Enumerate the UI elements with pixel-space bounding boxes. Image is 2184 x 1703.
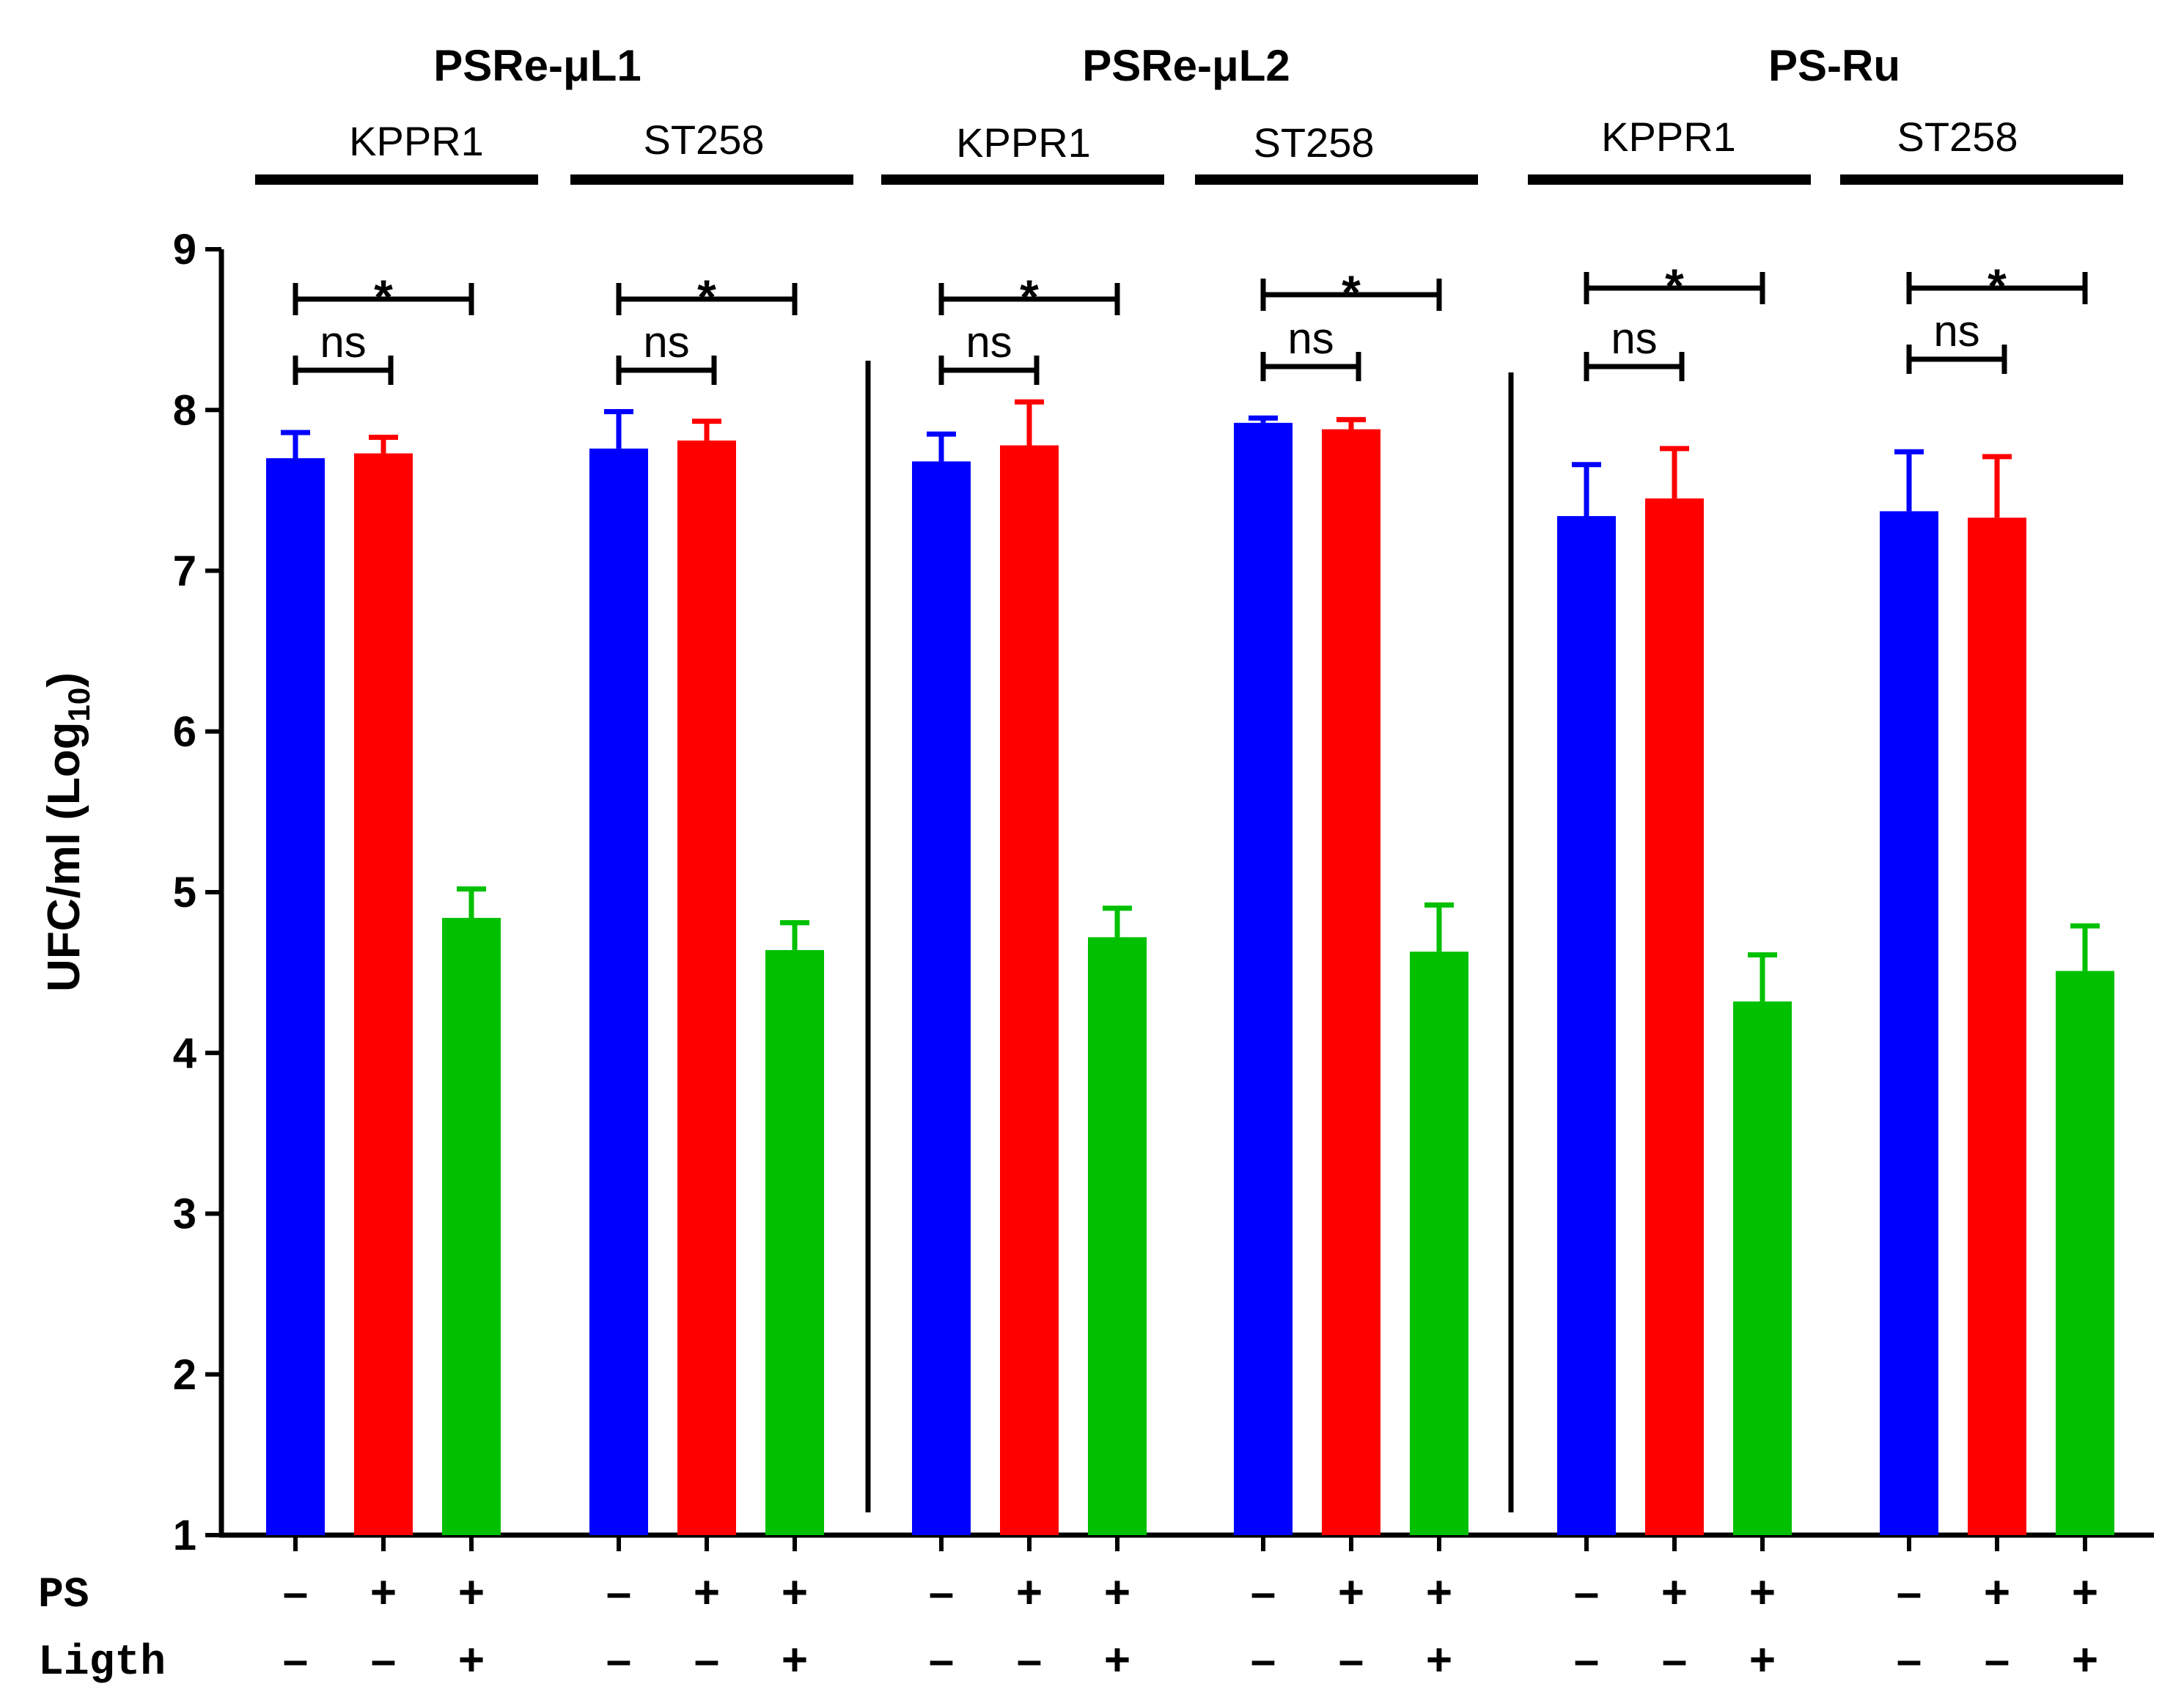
y-tick-label: 2 xyxy=(173,1351,196,1399)
y-tick-label: 6 xyxy=(173,708,196,756)
bar xyxy=(1968,518,2026,1536)
light-condition-label: – xyxy=(929,1635,954,1685)
y-tick-label: 9 xyxy=(173,226,196,273)
y-axis-label-close: ) xyxy=(39,672,89,688)
light-condition-label: + xyxy=(458,1635,485,1685)
group-title: PSRe-μL1 xyxy=(433,41,641,90)
strain-label: ST258 xyxy=(644,117,765,163)
row-label-ps: PS xyxy=(38,1572,89,1619)
bar xyxy=(1880,511,1938,1536)
ps-condition-label: + xyxy=(1661,1567,1688,1618)
bar xyxy=(589,448,648,1535)
bar xyxy=(266,458,325,1535)
ps-condition-label: + xyxy=(370,1567,397,1618)
light-condition-label: + xyxy=(2072,1635,2098,1685)
light-condition-label: – xyxy=(1985,1635,2010,1685)
bar xyxy=(1645,498,1704,1535)
light-condition-label: + xyxy=(1426,1635,1452,1685)
strain-header-bar xyxy=(1528,174,1811,185)
ps-condition-label: – xyxy=(606,1567,631,1618)
group-title: PSRe-μL2 xyxy=(1082,41,1290,90)
ps-condition-label: – xyxy=(1251,1567,1276,1618)
bar xyxy=(677,440,736,1535)
sig-label-inner: ns xyxy=(1287,314,1334,363)
light-condition-label: – xyxy=(694,1635,719,1685)
strain-label: ST258 xyxy=(1254,119,1375,166)
light-condition-label: – xyxy=(283,1635,308,1685)
ps-condition-label: + xyxy=(458,1567,485,1618)
y-tick-label: 7 xyxy=(173,548,196,595)
ps-condition-label: – xyxy=(283,1567,308,1618)
ps-condition-label: + xyxy=(782,1567,808,1618)
plot-area: 123456789PSRe-μL1KPPR1––+–++*nsST258––+–… xyxy=(173,41,2154,1685)
bar xyxy=(1088,937,1147,1535)
strain-label: KPPR1 xyxy=(1601,114,1736,160)
light-condition-label: – xyxy=(1017,1635,1042,1685)
ps-condition-label: + xyxy=(694,1567,720,1618)
sig-label-inner: ns xyxy=(1933,306,1979,356)
ps-condition-label: – xyxy=(929,1567,954,1618)
light-condition-label: + xyxy=(1749,1635,1776,1685)
sig-label-outer: * xyxy=(697,270,716,324)
strain-header-bar xyxy=(881,174,1164,185)
bar xyxy=(2056,971,2114,1535)
y-axis-label-sub: 10 xyxy=(62,688,96,722)
y-axis-label: UFC/ml (Log10) xyxy=(39,672,96,992)
group-title: PS-Ru xyxy=(1768,41,1900,90)
strain-header-bar xyxy=(1195,174,1478,185)
sig-label-inner: ns xyxy=(966,317,1012,367)
bar xyxy=(765,949,824,1535)
light-condition-label: + xyxy=(782,1635,808,1685)
light-condition-label: – xyxy=(1662,1635,1687,1685)
sig-label-inner: ns xyxy=(320,317,366,367)
sig-label-inner: ns xyxy=(1611,314,1657,363)
y-tick-label: 5 xyxy=(173,869,196,916)
ps-condition-label: – xyxy=(1897,1567,1922,1618)
strain-label: KPPR1 xyxy=(956,119,1091,166)
bar xyxy=(354,453,413,1535)
strain-header-bar xyxy=(570,174,853,185)
bar xyxy=(442,918,501,1535)
bar xyxy=(1322,429,1380,1535)
ps-condition-label: + xyxy=(1426,1567,1452,1618)
y-tick-label: 8 xyxy=(173,386,196,434)
y-tick-label: 1 xyxy=(173,1512,196,1559)
ps-condition-label: – xyxy=(1574,1567,1599,1618)
ps-condition-label: + xyxy=(1984,1567,2010,1618)
light-condition-label: – xyxy=(1897,1635,1922,1685)
strain-label: ST258 xyxy=(1897,114,2018,160)
bar xyxy=(912,461,971,1536)
y-tick-label: 3 xyxy=(173,1191,196,1238)
y-axis-label-main: UFC/ml (Log xyxy=(39,721,89,992)
light-condition-label: – xyxy=(1339,1635,1364,1685)
ps-condition-label: + xyxy=(1749,1567,1776,1618)
light-condition-label: – xyxy=(371,1635,396,1685)
sig-label-outer: * xyxy=(1988,259,2007,313)
strain-header-bar xyxy=(1840,174,2123,185)
light-condition-label: + xyxy=(1104,1635,1130,1685)
bar xyxy=(1000,445,1059,1535)
light-condition-label: – xyxy=(606,1635,631,1685)
ps-condition-label: + xyxy=(2072,1567,2098,1618)
ps-condition-label: + xyxy=(1016,1567,1043,1618)
y-tick-label: 4 xyxy=(173,1029,196,1077)
ps-condition-label: + xyxy=(1104,1567,1130,1618)
bar xyxy=(1733,1001,1792,1535)
light-condition-label: – xyxy=(1251,1635,1276,1685)
bar xyxy=(1234,422,1293,1535)
strain-label: KPPR1 xyxy=(349,118,484,164)
sig-label-outer: * xyxy=(374,270,393,324)
strain-header-bar xyxy=(255,174,538,185)
row-label-light: Ligth xyxy=(38,1639,166,1687)
sig-label-outer: * xyxy=(1665,259,1684,313)
sig-label-outer: * xyxy=(1342,265,1361,320)
bar xyxy=(1410,952,1468,1535)
sig-label-outer: * xyxy=(1020,270,1039,324)
light-condition-label: – xyxy=(1574,1635,1599,1685)
sig-label-inner: ns xyxy=(643,317,689,367)
ps-condition-label: + xyxy=(1338,1567,1364,1618)
bar xyxy=(1557,515,1616,1535)
